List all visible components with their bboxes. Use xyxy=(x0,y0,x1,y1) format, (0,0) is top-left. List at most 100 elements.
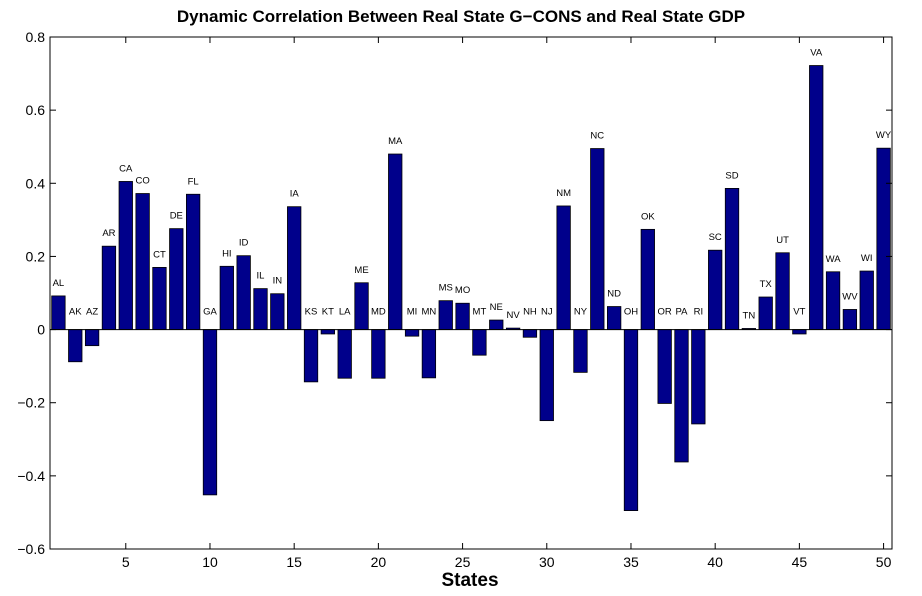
x-tick-label: 30 xyxy=(539,554,555,570)
bar-label-mt: MT xyxy=(473,307,487,318)
bar-label-tx: TX xyxy=(760,279,773,290)
bar-mn xyxy=(421,329,437,379)
y-tick-label: −0.6 xyxy=(17,541,45,557)
bar-label-sd: SD xyxy=(725,170,738,181)
x-tick-label: 35 xyxy=(623,554,639,570)
bar-label-co: CO xyxy=(135,176,149,187)
tick-labels-layer: −0.6 −0.4 −0.2 0 0.2 0.4 0.6 0.8 5 10 15 20 25 30 35 40… xyxy=(17,29,891,570)
x-tick-label: 40 xyxy=(707,554,723,570)
bar-mo xyxy=(455,302,470,330)
bars-layer xyxy=(51,65,891,512)
bar-nj xyxy=(539,329,554,422)
bar-oh xyxy=(623,329,639,512)
bar-label-ma: MA xyxy=(388,136,403,147)
y-tick-label: 0.6 xyxy=(26,102,46,118)
bar-label-kt: KT xyxy=(322,307,334,318)
bar-label-ut: UT xyxy=(776,235,789,246)
bar-or xyxy=(657,329,672,404)
bar-label-nh: NH xyxy=(523,307,537,318)
x-tick-label: 25 xyxy=(455,554,471,570)
bar-wi xyxy=(859,270,874,330)
bar-in xyxy=(270,293,285,330)
bar-nm xyxy=(556,205,571,330)
bar-label-ga: GA xyxy=(203,307,217,318)
x-tick-label: 20 xyxy=(371,554,387,570)
bar-label-in: IN xyxy=(273,276,283,287)
bar-label-tn: TN xyxy=(743,310,756,321)
bar-label-me: ME xyxy=(354,265,368,276)
x-tick-label: 15 xyxy=(286,554,302,570)
bar-label-wa: WA xyxy=(826,254,842,265)
bar-label-ks: KS xyxy=(305,307,318,318)
bar-nc xyxy=(590,148,605,330)
bar-az xyxy=(84,329,100,347)
bar-label-az: AZ xyxy=(86,307,98,318)
bar-label-or: OR xyxy=(658,307,672,318)
plot-frame xyxy=(49,36,893,550)
bar-ma xyxy=(388,153,403,330)
bar-label-va: VA xyxy=(810,48,823,59)
bar-label-wi: WI xyxy=(861,253,873,264)
bar-label-nc: NC xyxy=(590,131,604,142)
bar-label-nv: NV xyxy=(506,310,520,321)
bar-label-la: LA xyxy=(339,307,351,318)
bar-label-nd: ND xyxy=(607,289,621,300)
bar-sc xyxy=(708,249,723,330)
chart-title: Dynamic Correlation Between Real State G… xyxy=(177,7,745,26)
bar-wv xyxy=(842,309,858,330)
x-tick-label: 5 xyxy=(122,554,130,570)
bar-mi xyxy=(404,329,420,337)
bar-id xyxy=(236,255,251,330)
bar-ok xyxy=(640,228,655,330)
bar-label-ne: NE xyxy=(490,302,503,313)
bar-label-de: DE xyxy=(170,211,183,222)
bar-label-al: AL xyxy=(53,278,65,289)
bar-mt xyxy=(472,329,487,356)
bar-ar xyxy=(101,245,117,330)
bar-label-vt: VT xyxy=(793,307,805,318)
bar-label-nj: NJ xyxy=(541,307,553,318)
bar-me xyxy=(354,282,369,330)
bar-hi xyxy=(219,265,234,330)
bar-nd xyxy=(607,306,622,330)
bar-ny xyxy=(573,329,588,373)
bar-ut xyxy=(775,252,790,330)
bar-label-ca: CA xyxy=(119,163,133,174)
y-tick-label: 0.8 xyxy=(26,29,46,45)
y-tick-label: 0.4 xyxy=(26,175,46,191)
bar-label-ok: OK xyxy=(641,211,655,222)
bar-label-ct: CT xyxy=(153,249,166,260)
bar-ct xyxy=(152,266,167,330)
bar-ms xyxy=(438,300,453,330)
bar-label-ak: AK xyxy=(69,307,82,318)
bar-pa xyxy=(674,329,689,463)
y-tick-label: −0.4 xyxy=(17,468,45,484)
bar-la xyxy=(337,329,352,379)
bar-de xyxy=(169,228,184,330)
bar-ia xyxy=(287,206,302,330)
bar-label-oh: OH xyxy=(624,307,638,318)
y-tick-label: 0.2 xyxy=(26,248,46,264)
bar-label-fl: FL xyxy=(188,176,199,187)
bar-label-pa: PA xyxy=(676,307,689,318)
x-axis-label: States xyxy=(441,570,498,591)
y-tick-label: −0.2 xyxy=(17,395,45,411)
bar-label-ia: IA xyxy=(290,189,300,200)
bar-va xyxy=(809,65,824,330)
bar-label-ar: AR xyxy=(102,228,115,239)
bar-ca xyxy=(118,181,133,330)
bar-wy xyxy=(876,147,891,330)
bar-label-id: ID xyxy=(239,238,249,249)
bar-co xyxy=(135,193,150,330)
bar-kt xyxy=(320,329,335,335)
x-tick-label: 10 xyxy=(202,554,218,570)
bar-ga xyxy=(202,329,218,496)
x-tick-label: 45 xyxy=(792,554,808,570)
bar-label-mo: MO xyxy=(455,285,470,296)
bar-label-nm: NM xyxy=(556,188,571,199)
bar-tx xyxy=(758,296,773,330)
bar-label-wy: WY xyxy=(876,130,892,141)
